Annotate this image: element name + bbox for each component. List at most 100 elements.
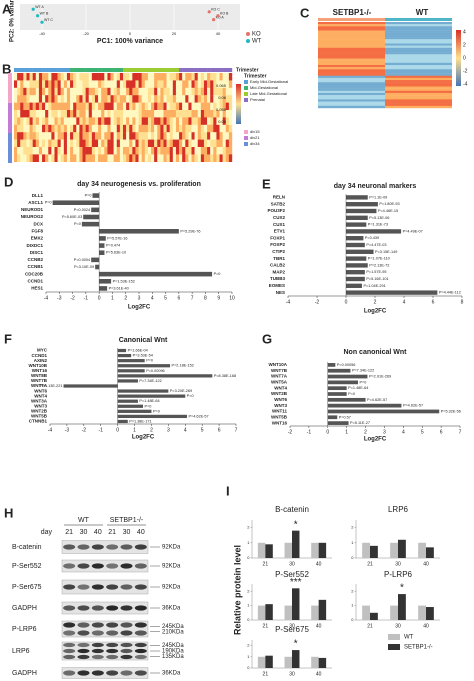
- heat-cell: [107, 132, 111, 140]
- significance: *: [294, 519, 298, 530]
- band: [106, 584, 119, 590]
- category-label: WNT2B: [271, 391, 288, 396]
- heat-cell: [141, 132, 145, 140]
- x-tick-label: 30: [395, 623, 401, 629]
- heat-cell: [163, 73, 167, 81]
- heat-cell: [225, 87, 230, 96]
- heat-cell: [216, 102, 220, 111]
- heat-cell: [17, 102, 21, 111]
- y-tick-label: 2: [247, 643, 250, 648]
- blot-background: [61, 540, 149, 554]
- heat-cell: [132, 139, 136, 148]
- heat-cell: [228, 117, 233, 125]
- heat-cell: [175, 87, 180, 96]
- heat-cell: [188, 154, 192, 162]
- heat-cell: [318, 47, 385, 51]
- heat-cell: [66, 73, 71, 81]
- heat-cell: [207, 95, 211, 103]
- heat-cell: [385, 71, 452, 74]
- x-tick-label: 2: [124, 295, 127, 301]
- heat-cell: [135, 139, 139, 148]
- x-tick-label: -2: [288, 429, 293, 435]
- bar: [292, 650, 300, 668]
- heat-cell: [203, 102, 208, 111]
- heat-cell: [385, 88, 452, 91]
- bar: [327, 368, 351, 373]
- heat-cell: [213, 80, 217, 88]
- heat-cell: [104, 110, 108, 118]
- heat-cell: [104, 117, 108, 125]
- heat-cell: [197, 132, 202, 140]
- heat-cell: [385, 92, 452, 96]
- annotation-cell: [188, 68, 192, 72]
- heat-cell: [113, 132, 117, 140]
- bar: [346, 242, 365, 248]
- annotation-cell: [135, 68, 139, 72]
- heat-cell: [200, 147, 205, 155]
- heat-cell: [76, 87, 80, 96]
- heat-cell: [85, 80, 89, 88]
- heat-cell: [163, 154, 167, 162]
- bar: [327, 403, 402, 408]
- heat-cell: [147, 154, 152, 162]
- bar: [318, 542, 327, 558]
- heat-cell: [135, 102, 139, 111]
- bar: [362, 542, 370, 558]
- heat-cell: [60, 80, 65, 88]
- heat-cell: [63, 73, 68, 81]
- heat-cell: [163, 132, 167, 140]
- p-value-label: P=3.61E-40: [109, 286, 129, 290]
- heat-cell: [318, 90, 385, 94]
- heat-cell: [126, 117, 130, 125]
- heat-cell: [48, 95, 52, 103]
- annotation-cell: [94, 68, 99, 72]
- heat-cell: [66, 132, 71, 140]
- heat-cell: [14, 132, 18, 140]
- annotation-cell: [35, 68, 40, 72]
- heat-cell: [48, 73, 52, 81]
- heat-cell: [51, 80, 55, 88]
- heat-cell: [213, 117, 217, 125]
- heat-cell: [166, 102, 170, 111]
- legend-label: div21: [250, 135, 260, 140]
- p-value-label: P=1.13E-221: [40, 384, 62, 388]
- bar: [99, 229, 179, 234]
- heat-cell: [76, 147, 80, 155]
- band: [106, 605, 119, 611]
- p-value-label: P=7.34E-122: [139, 379, 161, 383]
- heat-cell: [20, 147, 24, 155]
- heat-cell: [318, 105, 385, 109]
- category-label: SATB2: [271, 201, 286, 206]
- heat-cell: [26, 117, 30, 125]
- heat-cell: [76, 124, 80, 133]
- heat-cell: [175, 117, 180, 125]
- heat-cell: [318, 60, 385, 64]
- band: [91, 584, 104, 590]
- x-tick-label: -40: [39, 31, 46, 36]
- heat-cell: [23, 80, 27, 88]
- bar: [265, 655, 273, 668]
- annotation-cell: [76, 68, 80, 72]
- heat-cell: [385, 24, 452, 27]
- heat-cell: [163, 124, 167, 133]
- heat-cell: [147, 139, 152, 148]
- heat-cell: [82, 95, 86, 103]
- bar: [284, 656, 292, 668]
- heat-cell: [70, 124, 74, 133]
- heat-cell: [172, 110, 177, 118]
- category-label: WNT16: [32, 368, 48, 373]
- heat-cell: [70, 139, 74, 148]
- bar: [284, 542, 292, 558]
- annotation-cell: [79, 68, 83, 72]
- heat-cell: [29, 132, 33, 140]
- x-tick-label: -3: [65, 427, 70, 433]
- annotation-cell: [141, 68, 145, 72]
- heat-cell: [45, 87, 49, 96]
- heat-cell: [29, 139, 33, 148]
- band: [91, 622, 104, 628]
- heat-cell: [38, 102, 43, 111]
- heat-cell: [126, 73, 130, 81]
- heat-cell: [213, 95, 217, 103]
- heat-cell: [385, 26, 452, 29]
- heat-cell: [60, 87, 65, 96]
